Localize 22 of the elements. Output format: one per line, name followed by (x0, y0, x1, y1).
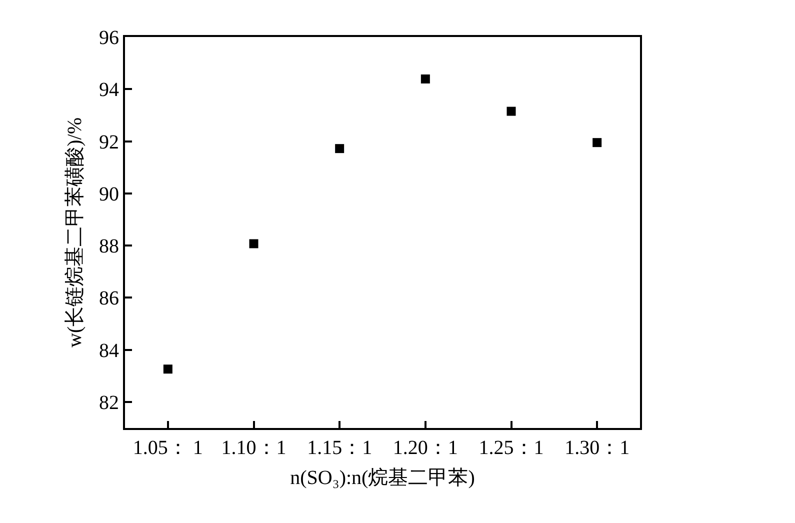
point (163, 364, 172, 374)
y-tick-label: 92 (99, 131, 119, 154)
x-tick-label: 1.10：1 (221, 437, 286, 459)
y-tick-label: 82 (99, 392, 119, 414)
x-axis-title: n(SO₃):n(烷基二甲苯) (290, 467, 475, 489)
y-tick-label: 90 (99, 183, 119, 206)
point (335, 144, 344, 154)
point (249, 239, 258, 248)
y-tick-label: 96 (99, 27, 119, 49)
y-axis-title: w(长链烷基二甲苯磺酸)/% (64, 118, 86, 348)
y-tick-label: 88 (99, 236, 119, 258)
x-tick-label: 1.25：1 (478, 437, 544, 459)
point (592, 138, 602, 148)
x-tick-label: 1.20：1 (392, 437, 458, 459)
x-tick-label: 1.30：1 (564, 437, 630, 459)
x-tick-label: 1.15：1 (307, 437, 372, 459)
point (420, 74, 430, 84)
point (506, 106, 516, 116)
y-tick-label: 84 (99, 340, 119, 362)
y-tick-label: 86 (99, 288, 119, 310)
y-tick-label: 94 (99, 79, 119, 102)
x-tick-label: 1.05： 1 (132, 437, 203, 459)
